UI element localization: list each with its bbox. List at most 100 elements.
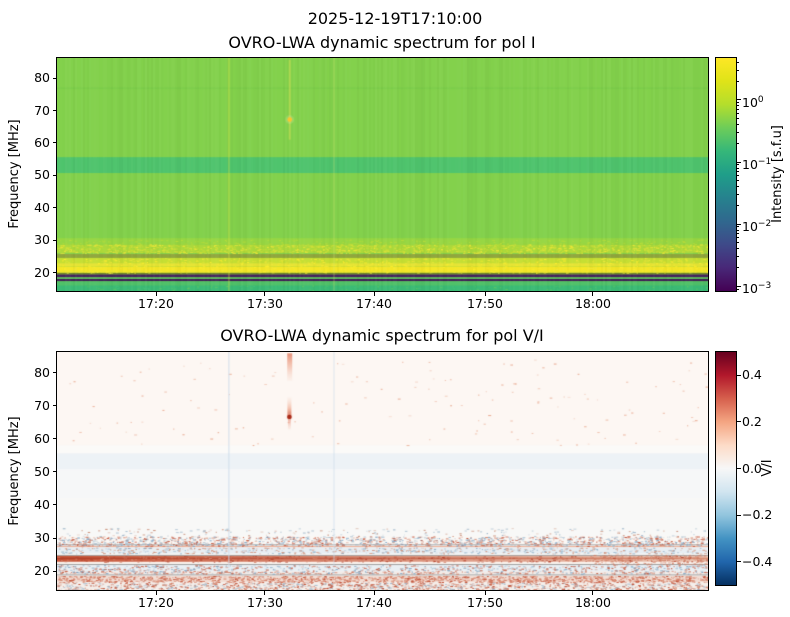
figure-suptitle: 2025-12-19T17:10:00: [307, 9, 483, 28]
tick-mark: [737, 164, 739, 166]
tick-mark: [737, 226, 739, 228]
tick-mark: [484, 292, 486, 296]
tick-mark: [737, 223, 741, 225]
tick-mark: [52, 207, 56, 209]
tick-mark: [592, 591, 594, 595]
y-tick-label: 70: [34, 397, 50, 413]
tick-mark: [737, 561, 741, 563]
tick-mark: [737, 186, 739, 188]
tick-mark: [52, 504, 56, 506]
tick-mark: [737, 205, 739, 207]
x-tick-label: 17:50: [466, 296, 504, 311]
tick-mark: [737, 256, 739, 258]
bottom-colorbar: [715, 351, 737, 586]
bottom-spectrogram-canvas: [57, 352, 708, 590]
x-tick-label: 18:00: [574, 296, 612, 311]
top-plot-frame: [56, 57, 709, 292]
x-tick-label: 17:40: [355, 595, 393, 610]
tick-mark: [737, 102, 739, 104]
colorbar-tick-label: −0.4: [742, 553, 773, 569]
tick-mark: [592, 292, 594, 296]
tick-mark: [737, 109, 739, 111]
bottom-plot-title: OVRO-LWA dynamic spectrum for pol V/I: [220, 326, 544, 345]
tick-mark: [484, 591, 486, 595]
tick-mark: [737, 175, 739, 177]
y-tick-label: 30: [34, 530, 50, 546]
tick-mark: [52, 372, 56, 374]
tick-mark: [737, 118, 739, 120]
x-tick-label: 17:40: [355, 296, 393, 311]
tick-mark: [373, 591, 375, 595]
tick-mark: [52, 537, 56, 539]
tick-mark: [52, 405, 56, 407]
tick-mark: [155, 591, 157, 595]
tick-mark: [737, 374, 741, 376]
bottom-colorbar-gradient: [716, 352, 736, 585]
colorbar-tick-label: −0.2: [742, 507, 773, 523]
tick-mark: [737, 267, 739, 269]
top-colorbar-label: Intensity [s.f.u]: [770, 125, 785, 223]
tick-mark: [52, 272, 56, 274]
y-tick-label: 20: [34, 563, 50, 579]
tick-mark: [52, 471, 56, 473]
y-tick-label: 20: [34, 264, 50, 280]
x-tick-label: 18:00: [574, 595, 612, 610]
y-tick-label: 30: [34, 232, 50, 248]
y-tick-label: 60: [34, 135, 50, 150]
tick-mark: [52, 174, 56, 176]
bottom-colorbar-label: V/I: [760, 459, 775, 477]
tick-mark: [737, 514, 741, 516]
x-tick-label: 17:50: [466, 595, 504, 610]
y-tick-label: 70: [34, 102, 50, 118]
y-tick-label: 60: [34, 430, 50, 446]
tick-mark: [737, 105, 739, 107]
tick-mark: [737, 194, 739, 196]
top-plot-title: OVRO-LWA dynamic spectrum for pol I: [228, 33, 536, 52]
top-colorbar: [715, 57, 737, 292]
tick-mark: [737, 288, 739, 290]
tick-mark: [737, 69, 739, 71]
y-tick-label: 40: [34, 199, 50, 215]
colorbar-tick-label: 10−2: [742, 219, 772, 235]
bottom-plot-frame: [56, 351, 709, 591]
tick-mark: [737, 99, 741, 101]
colorbar-tick-label: 0.4: [742, 367, 762, 383]
y-tick-label: 80: [34, 364, 50, 380]
tick-mark: [737, 124, 739, 126]
tick-mark: [737, 180, 739, 182]
tick-mark: [737, 421, 741, 423]
tick-mark: [737, 171, 739, 173]
tick-mark: [737, 167, 739, 169]
y-tick-label: 50: [34, 167, 50, 183]
tick-mark: [737, 142, 739, 144]
colorbar-tick-label: 10−3: [742, 281, 772, 297]
x-tick-label: 17:30: [246, 595, 284, 610]
tick-mark: [737, 242, 739, 244]
tick-mark: [737, 248, 739, 250]
x-tick-label: 17:20: [137, 296, 175, 311]
tick-mark: [737, 161, 741, 163]
y-tick-label: 50: [34, 463, 50, 479]
tick-mark: [737, 80, 739, 82]
tick-mark: [155, 292, 157, 296]
colorbar-tick-label: 0.0: [742, 460, 762, 476]
y-tick-label: 40: [34, 497, 50, 512]
tick-mark: [737, 468, 741, 469]
colorbar-tick-label: 0.2: [742, 413, 762, 429]
y-tick-label: 80: [34, 70, 50, 85]
colorbar-tick-label: 10−1: [742, 157, 772, 173]
tick-mark: [52, 570, 56, 572]
tick-mark: [737, 61, 739, 63]
tick-mark: [737, 237, 739, 239]
top-spectrogram-canvas: [57, 58, 708, 291]
top-colorbar-gradient: [716, 58, 736, 291]
tick-mark: [737, 229, 739, 231]
tick-mark: [373, 292, 375, 296]
tick-mark: [264, 292, 266, 296]
tick-mark: [737, 285, 741, 287]
x-tick-label: 17:20: [137, 595, 175, 610]
tick-mark: [264, 591, 266, 595]
tick-mark: [737, 131, 739, 133]
tick-mark: [52, 239, 56, 241]
tick-mark: [52, 109, 56, 111]
